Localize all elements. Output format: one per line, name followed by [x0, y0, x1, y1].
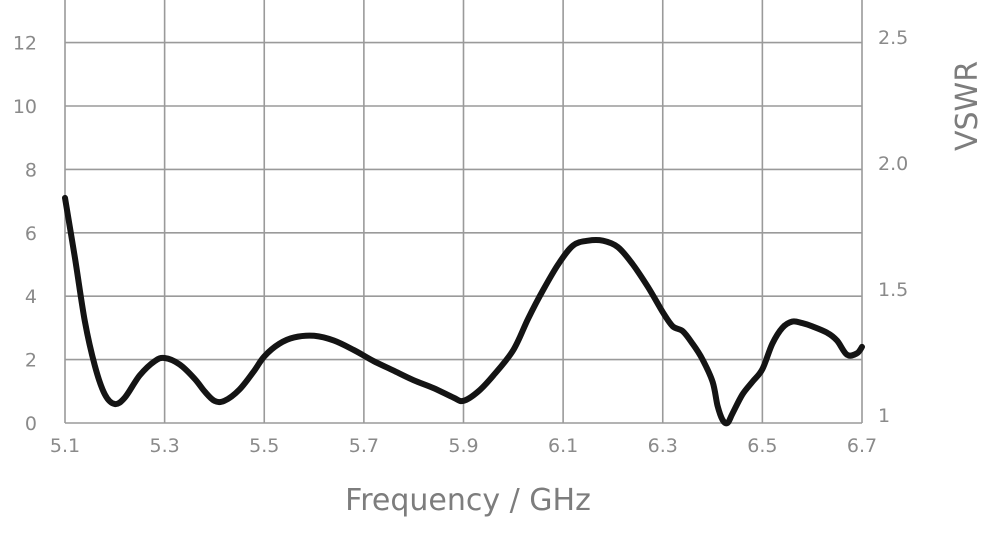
y2-axis-title: VSWR — [950, 61, 985, 151]
y-tick-label: 6 — [25, 223, 37, 245]
x-tick-label: 5.5 — [249, 435, 279, 457]
x-tick-label: 5.1 — [50, 435, 80, 457]
tick-labels: 5.1 5.3 5.5 5.7 5.9 6.1 6.3 6.5 6.7 0 2 4 6 8 10 12 1 1.5… — [13, 27, 908, 457]
y-tick-label: 12 — [13, 33, 37, 55]
y2-tick-label: 1.5 — [878, 279, 908, 301]
y-tick-label: 4 — [25, 286, 37, 308]
y-tick-label: 8 — [25, 159, 37, 181]
series-line — [62, 194, 865, 427]
y2-tick-label: 2.5 — [878, 27, 908, 49]
grid — [64, 0, 863, 424]
series-layer — [62, 194, 865, 427]
x-tick-label: 5.3 — [150, 435, 180, 457]
y2-tick-label: 2.0 — [878, 153, 908, 175]
x-tick-label: 5.7 — [349, 435, 379, 457]
y-tick-label: 0 — [25, 413, 37, 435]
x-tick-label: 6.5 — [747, 435, 777, 457]
x-tick-label: 5.9 — [448, 435, 478, 457]
x-axis-title: Frequency / GHz — [345, 483, 591, 518]
y-tick-label: 10 — [13, 96, 37, 118]
y-tick-label: 2 — [25, 350, 37, 372]
x-tick-label: 6.3 — [648, 435, 678, 457]
y2-tick-label: 1 — [878, 405, 890, 427]
x-tick-label: 6.1 — [548, 435, 578, 457]
x-tick-label: 6.7 — [847, 435, 877, 457]
